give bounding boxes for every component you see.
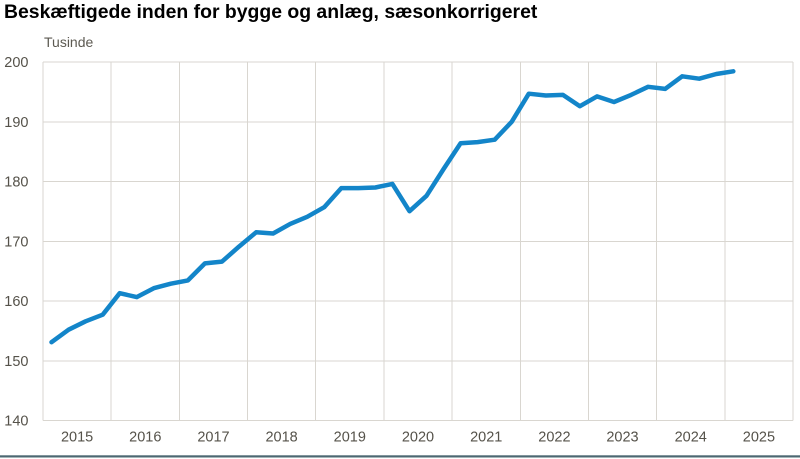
svg-text:2019: 2019: [334, 430, 366, 446]
svg-text:2017: 2017: [197, 430, 229, 446]
svg-text:160: 160: [4, 294, 28, 310]
svg-text:180: 180: [4, 175, 28, 191]
svg-text:2024: 2024: [675, 430, 707, 446]
svg-text:2025: 2025: [743, 430, 775, 446]
svg-text:150: 150: [4, 354, 28, 370]
svg-text:190: 190: [4, 115, 28, 131]
svg-text:2016: 2016: [129, 430, 161, 446]
svg-text:2015: 2015: [61, 430, 93, 446]
svg-text:140: 140: [4, 414, 28, 430]
svg-text:2022: 2022: [538, 430, 570, 446]
svg-text:200: 200: [4, 55, 28, 71]
svg-text:2021: 2021: [470, 430, 502, 446]
svg-text:2018: 2018: [265, 430, 297, 446]
svg-text:2020: 2020: [402, 430, 434, 446]
svg-text:170: 170: [4, 234, 28, 250]
svg-text:2023: 2023: [606, 430, 638, 446]
